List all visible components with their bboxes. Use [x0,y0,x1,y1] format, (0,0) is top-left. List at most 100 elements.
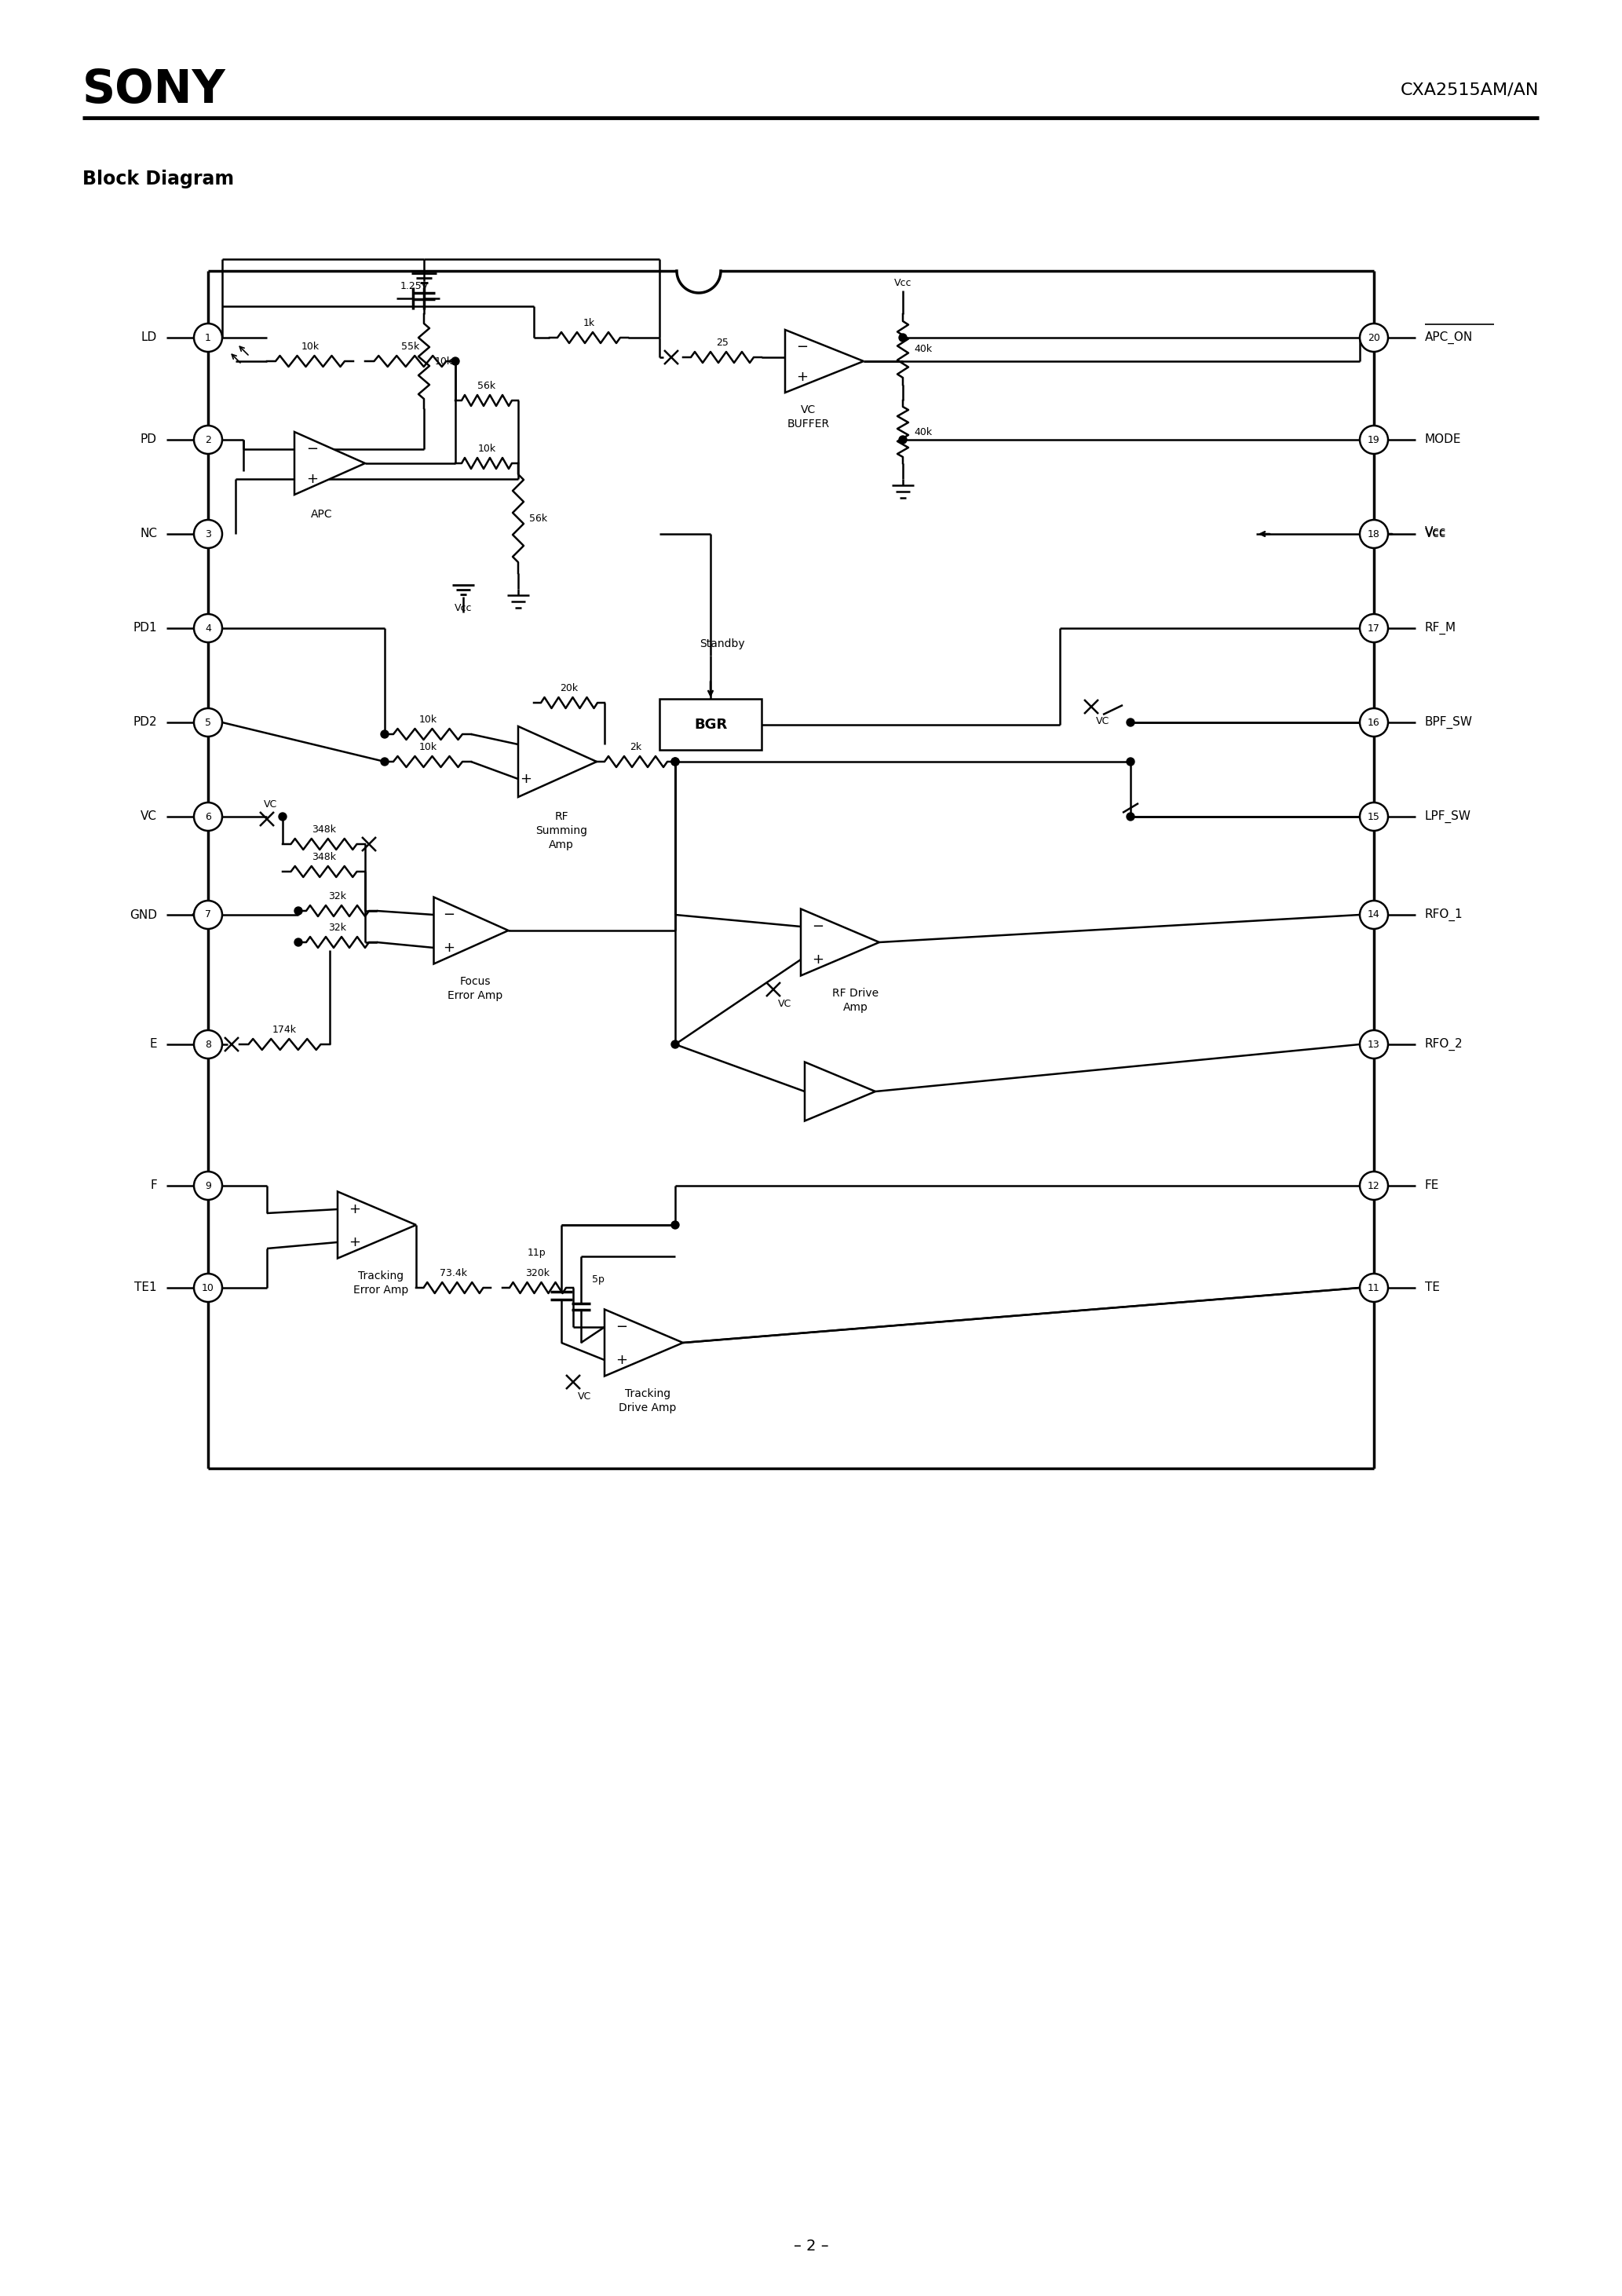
Text: +: + [443,941,454,955]
Circle shape [1359,900,1388,930]
Text: 3: 3 [204,528,211,540]
Text: 1k: 1k [582,319,595,328]
Text: SONY: SONY [83,69,225,113]
Text: Amp: Amp [843,1001,868,1013]
Text: Vcc: Vcc [454,604,472,613]
Circle shape [195,1171,222,1201]
Text: CXA2515AM/AN: CXA2515AM/AN [1400,83,1539,99]
Text: 10k: 10k [435,356,453,367]
Text: 320k: 320k [526,1267,550,1279]
Circle shape [295,939,302,946]
Text: 348k: 348k [311,824,336,836]
Text: 11: 11 [1367,1283,1380,1293]
Text: 32k: 32k [329,891,347,902]
Text: 13: 13 [1367,1040,1380,1049]
Circle shape [899,436,907,443]
Bar [660,698,762,751]
Text: 20k: 20k [560,684,579,693]
Circle shape [195,613,222,643]
Circle shape [1359,324,1388,351]
Text: 14: 14 [1367,909,1380,921]
Circle shape [195,1274,222,1302]
Text: TE1: TE1 [135,1281,157,1293]
Text: 73.4k: 73.4k [440,1267,467,1279]
Text: Amp: Amp [548,840,574,850]
Circle shape [1359,425,1388,455]
Text: BPF_SW: BPF_SW [1426,716,1473,728]
Circle shape [1359,519,1388,549]
Text: 17: 17 [1367,622,1380,634]
Circle shape [451,358,459,365]
Circle shape [672,1040,680,1049]
Text: BUFFER: BUFFER [787,418,830,429]
Text: −: − [813,918,824,934]
Text: 10: 10 [201,1283,214,1293]
Text: 20: 20 [1367,333,1380,342]
Text: Error Amp: Error Amp [448,990,503,1001]
Circle shape [279,813,287,820]
Text: RFO_2: RFO_2 [1426,1038,1463,1052]
Polygon shape [295,432,365,494]
Text: Tracking: Tracking [358,1270,404,1281]
Text: 8: 8 [204,1040,211,1049]
Polygon shape [801,909,879,976]
Text: F: F [151,1180,157,1192]
Text: 5p: 5p [592,1274,605,1286]
Circle shape [672,1221,680,1228]
Text: PD1: PD1 [133,622,157,634]
Text: 9: 9 [204,1180,211,1192]
Text: Block Diagram: Block Diagram [83,170,234,188]
Circle shape [1127,813,1134,820]
Text: +: + [813,953,824,967]
Circle shape [1127,719,1134,726]
Text: 2: 2 [204,434,211,445]
Text: 56k: 56k [529,512,547,523]
Text: −: − [307,443,318,457]
Text: – 2 –: – 2 – [793,2239,829,2252]
Text: BGR: BGR [694,716,727,732]
Circle shape [195,707,222,737]
Polygon shape [805,1063,876,1120]
Circle shape [1359,1031,1388,1058]
Text: E: E [149,1038,157,1049]
Text: +: + [616,1352,628,1366]
Text: LPF_SW: LPF_SW [1426,810,1471,822]
Text: 18: 18 [1367,528,1380,540]
Polygon shape [605,1309,683,1375]
Text: 32k: 32k [329,923,347,932]
Text: APC: APC [311,510,333,519]
Circle shape [195,425,222,455]
Text: 40k: 40k [913,344,933,354]
Text: PD: PD [141,434,157,445]
Text: Tracking: Tracking [624,1389,670,1398]
Text: 1: 1 [204,333,211,342]
Circle shape [195,804,222,831]
Text: VC: VC [801,404,816,416]
Text: 11p: 11p [527,1247,545,1258]
Text: NC: NC [139,528,157,540]
Text: 12: 12 [1367,1180,1380,1192]
Text: 174k: 174k [272,1024,297,1035]
Polygon shape [433,898,508,964]
Text: 7: 7 [204,909,211,921]
Text: 4: 4 [204,622,211,634]
Text: GND: GND [130,909,157,921]
Circle shape [672,758,680,765]
Circle shape [1359,707,1388,737]
Text: PD2: PD2 [133,716,157,728]
Text: Error Amp: Error Amp [354,1286,409,1295]
Text: TE: TE [1426,1281,1440,1293]
Circle shape [1359,1171,1388,1201]
Text: Vcc: Vcc [1426,528,1447,540]
Text: +: + [307,473,318,487]
Text: 56k: 56k [478,381,496,390]
Text: 2k: 2k [629,742,642,753]
Text: 5: 5 [204,716,211,728]
Text: APC_ON: APC_ON [1426,331,1473,344]
Circle shape [1359,1274,1388,1302]
Text: MODE: MODE [1426,434,1461,445]
Text: −: − [443,907,456,923]
Text: RF_M: RF_M [1426,622,1457,634]
Text: 10k: 10k [302,342,320,351]
Text: VC: VC [1096,716,1109,726]
